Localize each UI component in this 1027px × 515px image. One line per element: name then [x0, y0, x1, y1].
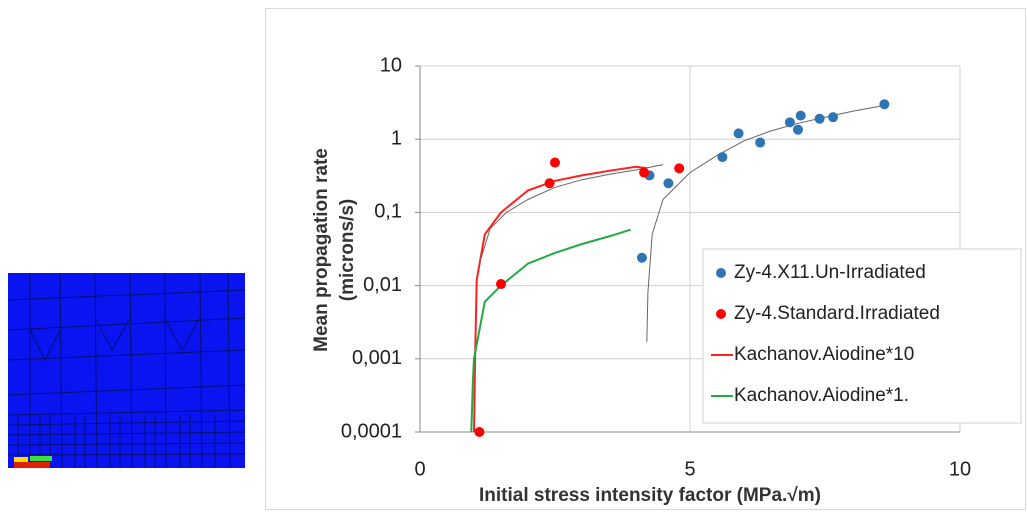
series-line	[479, 165, 663, 264]
x-tick-label: 5	[684, 458, 695, 480]
figure: 0,0001 0,001 0,01 0,1 1 10 0 5 10 Initial stress …	[0, 0, 1027, 510]
y-tick-label: 1	[391, 127, 402, 149]
data-point	[793, 125, 803, 135]
legend-marker	[716, 268, 726, 278]
mesh-image	[8, 273, 245, 468]
data-point	[879, 99, 889, 109]
data-point	[734, 128, 744, 138]
data-point	[815, 114, 825, 124]
legend-label: Zy-4.Standard.Irradiated	[734, 303, 940, 324]
legend-label: Kachanov.Aiodine*10	[734, 344, 914, 365]
y-tick-label: 10	[380, 54, 402, 76]
y-tick-label: 0,1	[374, 201, 402, 223]
legend-label: Kachanov.Aiodine*1.	[734, 385, 909, 406]
y-axis-title: (microns/s)	[337, 199, 358, 301]
data-point	[637, 253, 647, 263]
data-point	[674, 163, 684, 173]
y-tick-label: 0,01	[363, 274, 402, 296]
data-point	[663, 178, 673, 188]
data-point	[639, 168, 649, 178]
data-point	[717, 152, 727, 162]
series-line	[471, 230, 630, 432]
x-tick-label: 10	[949, 458, 971, 480]
mesh-background	[8, 273, 245, 468]
y-tick-label: 0,0001	[341, 420, 402, 442]
data-point	[785, 117, 795, 127]
data-point	[828, 112, 838, 122]
data-point	[474, 427, 484, 437]
legend-label: Zy-4.X11.Un-Irradiated	[734, 262, 926, 283]
data-point	[796, 111, 806, 121]
series-line	[474, 167, 647, 432]
mesh-hotspot	[14, 462, 50, 468]
page: 0,0001 0,001 0,01 0,1 1 10 0 5 10 Initial stress …	[0, 0, 1027, 510]
mesh-hotspot	[30, 456, 52, 461]
y-axis-title: Mean propagation rate	[311, 148, 332, 352]
plot: 0,0001 0,001 0,01 0,1 1 10 0 5 10 Initial stress …	[311, 54, 1021, 506]
data-point	[545, 178, 555, 188]
data-point	[496, 279, 506, 289]
data-point	[755, 138, 765, 148]
legend-marker	[716, 309, 726, 319]
x-tick-label: 0	[414, 458, 425, 480]
data-point	[550, 158, 560, 168]
x-axis-title: Initial stress intensity factor (MPa.√m)	[479, 485, 821, 506]
y-tick-label: 0,001	[352, 347, 402, 369]
